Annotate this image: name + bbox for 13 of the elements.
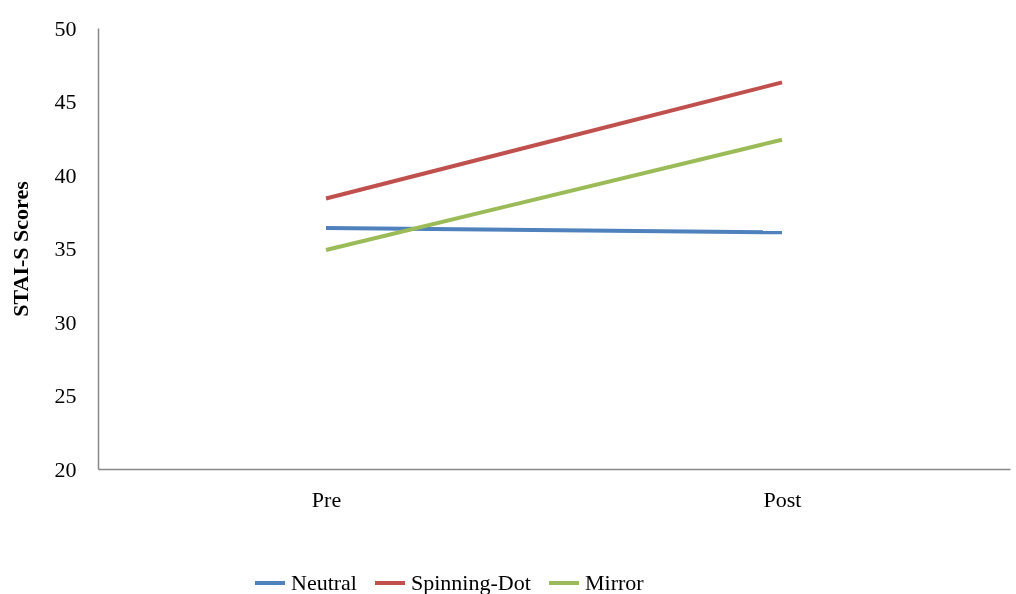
y-tick-label: 25 [54,383,77,408]
y-tick-label: 20 [54,456,77,482]
y-tick-label: 35 [54,236,77,261]
y-axis-title: STAI-S Scores [7,180,33,317]
y-tick-label: 30 [54,309,77,335]
x-tick-label: Post [763,486,802,512]
x-tick-label: Pre [311,486,342,512]
y-tick-label: 50 [54,15,77,41]
legend-label: Neutral [291,570,357,594]
legend-label: Spinning-Dot [411,570,531,594]
y-tick-label: 45 [54,89,77,114]
legend-label: Mirror [585,570,645,594]
y-tick-label: 40 [54,162,77,188]
